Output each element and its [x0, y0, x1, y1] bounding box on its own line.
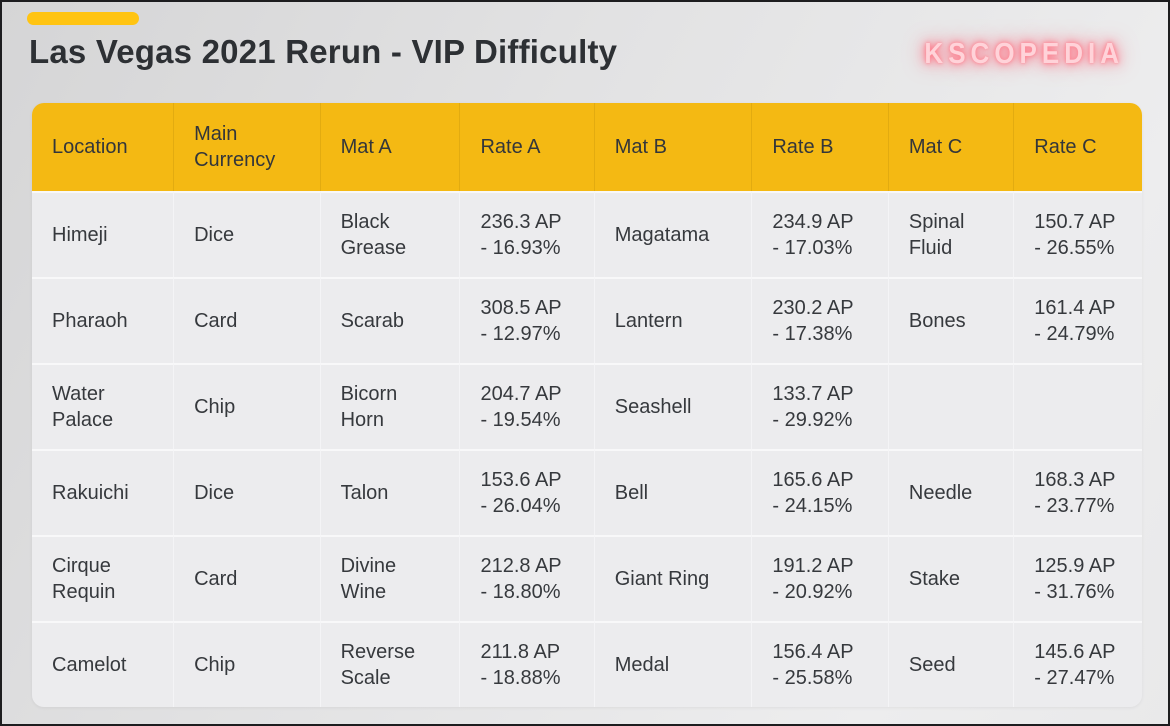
- rates-table: Location Main Currency Mat A Rate A Mat …: [32, 103, 1142, 707]
- cell-rate-b: 230.2 AP - 17.38%: [752, 277, 889, 363]
- cell-mat-a: Scarab: [320, 277, 461, 363]
- cell-main-currency: Dice: [174, 449, 321, 535]
- cell-mat-c: [888, 363, 1015, 449]
- table-body: Himeji Dice Black Grease 236.3 AP - 16.9…: [32, 191, 1142, 707]
- cell-main-currency: Card: [174, 277, 321, 363]
- cell-rate-a: 211.8 AP - 18.88%: [460, 621, 595, 707]
- col-header-rate-a: Rate A: [460, 103, 595, 191]
- cell-main-currency: Chip: [174, 363, 321, 449]
- cell-mat-a: Talon: [320, 449, 461, 535]
- cell-main-currency: Chip: [174, 621, 321, 707]
- cell-location: Himeji: [32, 191, 175, 277]
- col-header-location: Location: [32, 103, 175, 191]
- header-row: Location Main Currency Mat A Rate A Mat …: [32, 103, 1142, 191]
- page-title: Las Vegas 2021 Rerun - VIP Difficulty: [29, 33, 618, 70]
- cell-mat-a: Divine Wine: [320, 535, 461, 621]
- table-row: Water Palace Chip Bicorn Horn 204.7 AP -…: [32, 363, 1142, 449]
- cell-location: Rakuichi: [32, 449, 175, 535]
- cell-location: Pharaoh: [32, 277, 175, 363]
- cell-rate-b: 156.4 AP - 25.58%: [752, 621, 889, 707]
- cell-rate-c: 125.9 AP - 31.76%: [1014, 535, 1142, 621]
- cell-mat-b: Medal: [594, 621, 753, 707]
- table-row: Cirque Requin Card Divine Wine 212.8 AP …: [32, 535, 1142, 621]
- cell-main-currency: Dice: [174, 191, 321, 277]
- cell-rate-a: 212.8 AP - 18.80%: [460, 535, 595, 621]
- cell-rate-b: 165.6 AP - 24.15%: [752, 449, 889, 535]
- table-row: Rakuichi Dice Talon 153.6 AP - 26.04% Be…: [32, 449, 1142, 535]
- cell-rate-c: 145.6 AP - 27.47%: [1014, 621, 1142, 707]
- col-header-mat-a: Mat A: [320, 103, 461, 191]
- cell-rate-a: 153.6 AP - 26.04%: [460, 449, 595, 535]
- cell-rate-c: 168.3 AP - 23.77%: [1014, 449, 1142, 535]
- cell-rate-c: 161.4 AP - 24.79%: [1014, 277, 1142, 363]
- cell-mat-b: Giant Ring: [594, 535, 753, 621]
- cell-location: Camelot: [32, 621, 175, 707]
- cell-mat-a: Reverse Scale: [320, 621, 461, 707]
- table-row: Himeji Dice Black Grease 236.3 AP - 16.9…: [32, 191, 1142, 277]
- cell-rate-b: 234.9 AP - 17.03%: [752, 191, 889, 277]
- cell-location: Cirque Requin: [32, 535, 175, 621]
- cell-mat-c: Spinal Fluid: [888, 191, 1015, 277]
- cell-rate-a: 204.7 AP - 19.54%: [460, 363, 595, 449]
- col-header-mat-c: Mat C: [888, 103, 1015, 191]
- col-header-rate-b: Rate B: [752, 103, 889, 191]
- cell-mat-b: Lantern: [594, 277, 753, 363]
- cell-rate-a: 308.5 AP - 12.97%: [460, 277, 595, 363]
- col-header-mat-b: Mat B: [594, 103, 753, 191]
- cell-main-currency: Card: [174, 535, 321, 621]
- cell-location: Water Palace: [32, 363, 175, 449]
- table-header: Location Main Currency Mat A Rate A Mat …: [32, 103, 1142, 191]
- col-header-main-currency: Main Currency: [174, 103, 321, 191]
- cell-mat-b: Bell: [594, 449, 753, 535]
- cell-mat-c: Needle: [888, 449, 1015, 535]
- cell-mat-b: Magatama: [594, 191, 753, 277]
- cell-mat-c: Seed: [888, 621, 1015, 707]
- table-row: Pharaoh Card Scarab 308.5 AP - 12.97% La…: [32, 277, 1142, 363]
- cell-mat-a: Bicorn Horn: [320, 363, 461, 449]
- cell-mat-b: Seashell: [594, 363, 753, 449]
- cell-rate-b: 133.7 AP - 29.92%: [752, 363, 889, 449]
- table-row: Camelot Chip Reverse Scale 211.8 AP - 18…: [32, 621, 1142, 707]
- cell-mat-a: Black Grease: [320, 191, 461, 277]
- difficulty-table: Location Main Currency Mat A Rate A Mat …: [32, 103, 1142, 707]
- cell-rate-c: 150.7 AP - 26.55%: [1014, 191, 1142, 277]
- cell-rate-c: [1014, 363, 1142, 449]
- accent-bar: [27, 12, 139, 25]
- kscopedia-logo: KSCOPEDIA: [924, 36, 1124, 70]
- cell-rate-b: 191.2 AP - 20.92%: [752, 535, 889, 621]
- col-header-rate-c: Rate C: [1014, 103, 1142, 191]
- cell-mat-c: Bones: [888, 277, 1015, 363]
- cell-rate-a: 236.3 AP - 16.93%: [460, 191, 595, 277]
- cell-mat-c: Stake: [888, 535, 1015, 621]
